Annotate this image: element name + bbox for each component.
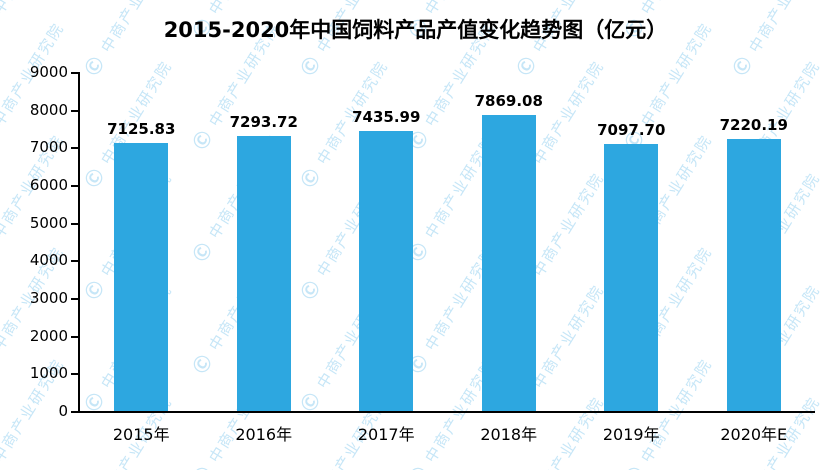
chart-title: 2015-2020年中国饲料产品产值变化趋势图（亿元） bbox=[163, 18, 668, 42]
y-tick-mark bbox=[71, 185, 78, 187]
bar-value-label: 7869.08 bbox=[474, 91, 543, 110]
watermark-logo-icon: Ⓒ bbox=[622, 456, 653, 470]
x-labels: 2015年 2016年 2017年 2018年 2019年 2020年E bbox=[80, 421, 815, 445]
bar-slot: 7097.70 bbox=[570, 72, 693, 411]
x-axis-label: 2020年E bbox=[720, 425, 788, 444]
y-tick-mark bbox=[71, 222, 78, 225]
bar-slot: 7293.72 bbox=[203, 72, 326, 411]
y-axis-label: 9000 bbox=[29, 63, 68, 81]
bar-slot: 7125.83 bbox=[80, 72, 203, 411]
bars: 7125.83 7293.72 7435.99 7869.08 7097.70 7220.… bbox=[80, 72, 815, 411]
y-axis-label: 3000 bbox=[29, 289, 68, 307]
watermark-logo-icon: Ⓒ bbox=[406, 456, 437, 470]
y-axis-label: 0 bbox=[58, 402, 68, 420]
x-axis-label: 2018年 bbox=[480, 425, 538, 444]
y-axis-label: 4000 bbox=[29, 251, 68, 270]
y-axis-label: 1000 bbox=[29, 364, 68, 383]
y-axis-label: 5000 bbox=[29, 213, 68, 232]
x-axis-label: 2016年 bbox=[235, 425, 293, 444]
y-axis-label: 6000 bbox=[29, 176, 68, 194]
y-tick-mark bbox=[71, 373, 78, 376]
y-tick-mark bbox=[71, 147, 78, 150]
y-tick-mark bbox=[71, 109, 78, 112]
bar-value-label: 7097.70 bbox=[597, 120, 666, 139]
bar-value-label: 7435.99 bbox=[352, 107, 421, 126]
bar bbox=[604, 143, 659, 411]
watermark-logo-icon: Ⓒ bbox=[190, 456, 221, 470]
bar-slot: 7869.08 bbox=[448, 72, 571, 411]
bar bbox=[481, 114, 536, 411]
x-axis-label: 2017年 bbox=[357, 425, 415, 444]
y-tick-mark bbox=[71, 72, 78, 74]
y-axis-label: 8000 bbox=[29, 100, 68, 119]
bar bbox=[726, 139, 781, 411]
bar-value-label: 7293.72 bbox=[229, 113, 298, 132]
x-axis bbox=[78, 411, 815, 413]
bar-slot: 7220.19 bbox=[693, 72, 816, 411]
watermark-logo-icon: Ⓒ bbox=[0, 456, 5, 470]
y-tick-mark bbox=[71, 260, 78, 263]
bar-value-label: 7125.83 bbox=[107, 119, 176, 138]
bar bbox=[114, 142, 169, 411]
y-tick-mark bbox=[71, 335, 78, 338]
bar bbox=[359, 130, 414, 411]
y-axis-label: 2000 bbox=[29, 326, 68, 345]
y-axis bbox=[78, 72, 80, 413]
x-axis-label: 2019年 bbox=[602, 425, 660, 444]
y-tick-mark bbox=[71, 298, 78, 300]
y-axis-label: 7000 bbox=[29, 138, 68, 157]
x-axis-label: 2015年 bbox=[112, 425, 170, 444]
bar-slot: 7435.99 bbox=[325, 72, 448, 411]
bar bbox=[236, 136, 291, 411]
bar-value-label: 7220.19 bbox=[719, 116, 788, 134]
y-tick-mark bbox=[71, 411, 78, 413]
